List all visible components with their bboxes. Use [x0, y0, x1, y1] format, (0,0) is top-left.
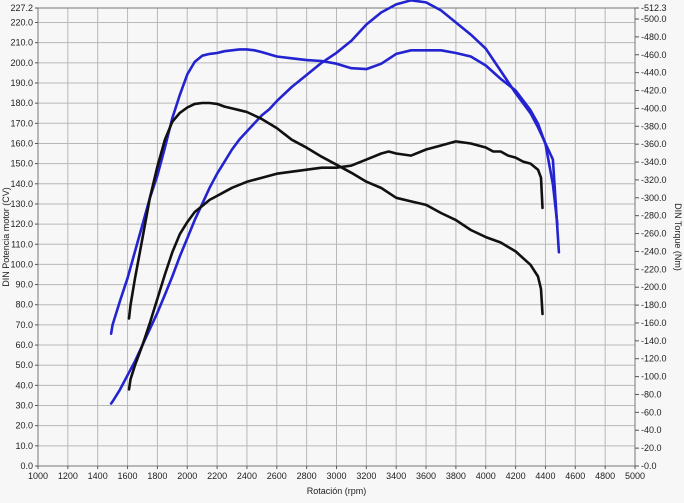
x-tick-label: 3000 — [326, 471, 346, 481]
y2-tick-label: -180.0 — [641, 300, 667, 310]
y2-tick-label: -260.0 — [641, 229, 667, 239]
x-tick-label: 2000 — [177, 471, 197, 481]
x-tick-label: 2800 — [297, 471, 317, 481]
x-axis-ticks: 1000 1200 1400 1600 1800 2000 2200 2400 2600 2800… — [28, 466, 645, 481]
y-tick-label: 150.0 — [10, 159, 33, 169]
y-tick-label: 80.0 — [15, 300, 33, 310]
y2-tick-label: -460.0 — [641, 50, 667, 60]
y2-tick-label: -380.0 — [641, 121, 667, 131]
y2-tick-label: -360.0 — [641, 139, 667, 149]
y2-tick-label: -220.0 — [641, 264, 667, 274]
y2-tick-label: -0.0 — [641, 461, 657, 471]
y-tick-label: 100.0 — [10, 259, 33, 269]
x-tick-label: 4400 — [535, 471, 555, 481]
x-tick-label: 4800 — [595, 471, 615, 481]
y-tick-label: 60.0 — [15, 340, 33, 350]
x-tick-label: 3400 — [386, 471, 406, 481]
y2-axis-label: DIN Torque (Nm) — [673, 203, 683, 271]
y-tick-label: 227.2 — [10, 3, 33, 13]
x-tick-label: 4600 — [565, 471, 585, 481]
y2-tick-label: -512.3 — [641, 3, 667, 13]
y2-tick-label: -280.0 — [641, 211, 667, 221]
y2-tick-label: -440.0 — [641, 68, 667, 78]
series-group — [109, 0, 561, 405]
y2-tick-label: -120.0 — [641, 354, 667, 364]
x-tick-label: 5000 — [625, 471, 645, 481]
x-tick-label: 4200 — [506, 471, 526, 481]
y-tick-label: 160.0 — [10, 138, 33, 148]
x-tick-label: 1000 — [28, 471, 48, 481]
y-tick-label: 140.0 — [10, 179, 33, 189]
y-tick-label: 220.0 — [10, 18, 33, 28]
y-tick-label: 20.0 — [15, 421, 33, 431]
x-tick-label: 1200 — [58, 471, 78, 481]
y2-tick-label: -400.0 — [641, 103, 667, 113]
x-tick-label: 3600 — [416, 471, 436, 481]
y2-tick-label: -320.0 — [641, 175, 667, 185]
grid — [37, 7, 636, 467]
y2-tick-label: -40.0 — [641, 425, 662, 435]
y-tick-label: 130.0 — [10, 199, 33, 209]
x-tick-label: 3800 — [446, 471, 466, 481]
series-line-black-torque — [127, 101, 544, 320]
y2-tick-label: -420.0 — [641, 86, 667, 96]
series-line-blue-torque — [109, 48, 559, 336]
x-tick-label: 1800 — [147, 471, 167, 481]
x-tick-label: 2200 — [207, 471, 227, 481]
y-tick-label: 0.0 — [20, 461, 33, 471]
series-line-black-power — [127, 140, 544, 391]
y2-tick-label: -60.0 — [641, 407, 662, 417]
y2-tick-label: -100.0 — [641, 372, 667, 382]
y-tick-label: 110.0 — [11, 239, 33, 249]
y-axis-ticks: 0.0 10.0 20.0 30.0 40.0 50.0 60.0 70.0 80.0 90.0 1… — [10, 3, 38, 471]
x-tick-label: 3200 — [356, 471, 376, 481]
x-tick-label: 2400 — [237, 471, 257, 481]
y2-tick-label: -140.0 — [641, 336, 667, 346]
x-axis-label: Rotación (rpm) — [307, 486, 367, 496]
y-tick-label: 70.0 — [15, 320, 33, 330]
y-axis-label: DIN Potencia motor (CV) — [1, 187, 11, 287]
y2-tick-label: -500.0 — [641, 14, 667, 24]
y-tick-label: 50.0 — [15, 360, 33, 370]
y-tick-label: 30.0 — [15, 401, 33, 411]
y2-tick-label: -20.0 — [641, 443, 662, 453]
x-tick-label: 4000 — [476, 471, 496, 481]
y-tick-label: 120.0 — [10, 219, 33, 229]
x-tick-label: 1600 — [118, 471, 138, 481]
x-tick-label: 2600 — [267, 471, 287, 481]
y-tick-label: 90.0 — [15, 280, 33, 290]
y-tick-label: 40.0 — [15, 380, 33, 390]
y2-tick-label: -200.0 — [641, 282, 667, 292]
y2-tick-label: -80.0 — [641, 389, 662, 399]
y-tick-label: 190.0 — [10, 78, 33, 88]
y-tick-label: 10.0 — [15, 441, 33, 451]
y-tick-label: 200.0 — [10, 58, 33, 68]
y2-tick-label: -240.0 — [641, 246, 667, 256]
y-tick-label: 170.0 — [10, 118, 33, 128]
y2-tick-label: -340.0 — [641, 157, 667, 167]
y2-tick-label: -480.0 — [641, 32, 667, 42]
series-line-blue-power — [109, 0, 561, 405]
y2-tick-label: -300.0 — [641, 193, 667, 203]
y2-axis-ticks: -0.0 -20.0 -40.0 -60.0 -80.0 -100.0 -120.0 -140… — [635, 3, 667, 471]
y-tick-label: 180.0 — [10, 98, 33, 108]
y2-tick-label: -160.0 — [641, 318, 667, 328]
y-tick-label: 210.0 — [10, 38, 33, 48]
x-tick-label: 1400 — [88, 471, 108, 481]
